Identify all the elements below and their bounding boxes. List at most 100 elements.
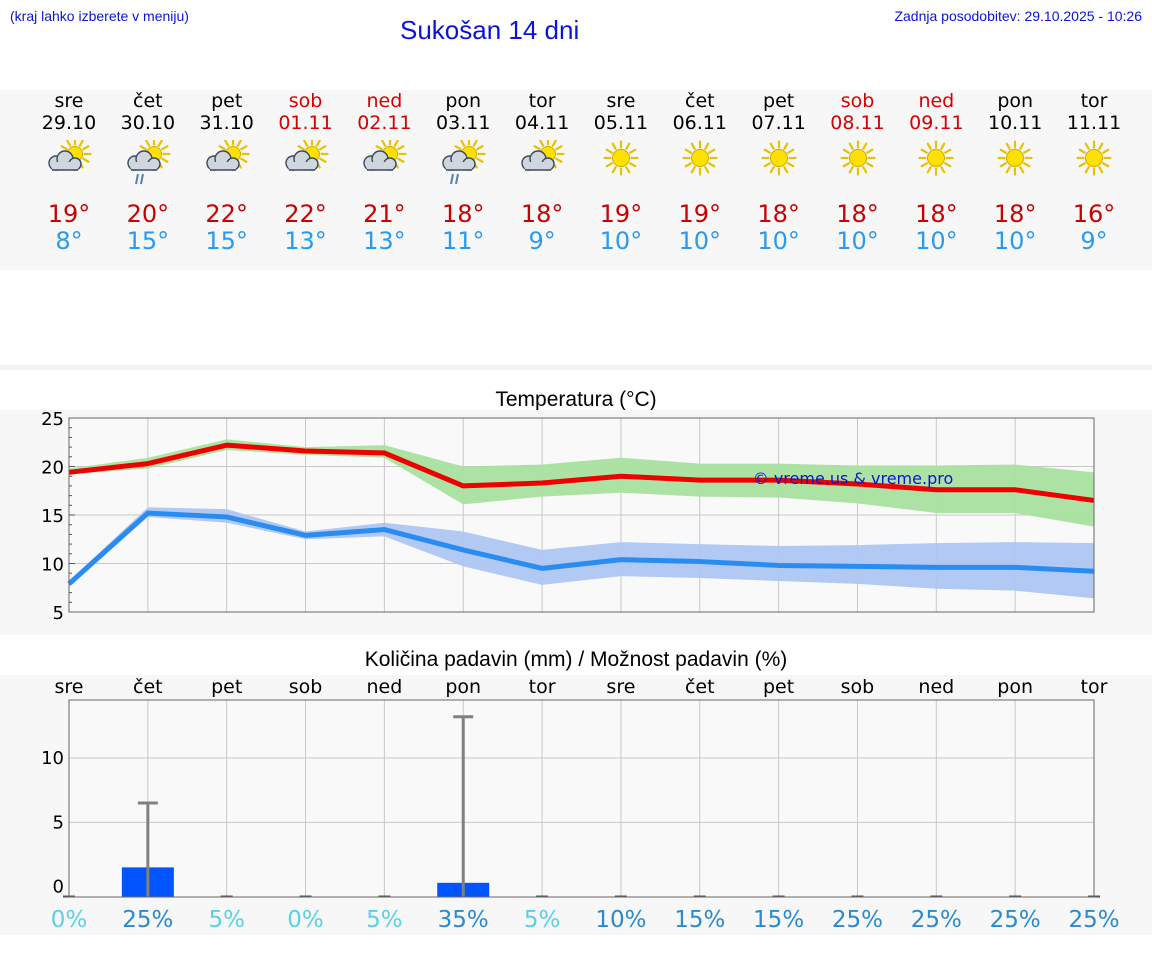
sun-ray [605, 148, 613, 154]
max-temp: 18° [441, 200, 485, 228]
sun-disc [1085, 149, 1104, 167]
precip-chart: sre čet pet sob ned pon tor sre čet pet sob ned pon t… [41, 676, 1119, 933]
sun-ray [920, 148, 929, 154]
precip-chart-title: Količina padavin (mm) / Možnost padavin … [364, 648, 788, 671]
sun-ray [707, 162, 716, 168]
rain-drop [450, 173, 455, 185]
day-name: tor [1080, 90, 1108, 112]
cloud-shape [127, 150, 161, 171]
day-date: 11.11 [1066, 112, 1122, 134]
x-tick-label: čet [685, 676, 715, 698]
sun-ray [861, 165, 867, 174]
forecast-day: pet 31.10 22° 15° [187, 90, 267, 270]
sun-ray [375, 145, 384, 151]
sun-ray [472, 139, 479, 147]
sun-ray [703, 165, 710, 174]
sun-ray [865, 148, 873, 154]
sun-ray [763, 162, 771, 168]
icon-svg [603, 140, 639, 176]
icon-svg [918, 140, 954, 176]
x-tick-label: pon [997, 676, 1033, 698]
sun-ray [460, 139, 466, 147]
sun-ray [782, 165, 788, 174]
day-name: pet [211, 90, 243, 112]
sun-ray [625, 165, 631, 174]
sun-ray [78, 139, 84, 147]
precip-probability: 25% [911, 907, 962, 933]
min-temp: 10° [757, 227, 800, 255]
icon-svg [839, 140, 876, 176]
x-tick-label: tor [1081, 676, 1108, 698]
precip-probability: 15% [753, 907, 804, 933]
day-date: 03.11 [436, 112, 491, 134]
sun-ray [861, 142, 867, 151]
sun-ray [786, 162, 795, 168]
forecast-day: čet 06.11 19° 10° [660, 90, 740, 270]
cloud-base [366, 162, 395, 170]
day-name: sob [840, 90, 875, 112]
sun-ray [1019, 165, 1025, 174]
day-date: 04.11 [514, 112, 570, 134]
forecast-day: čet 30.10 20° 15° [108, 90, 188, 270]
sun-ray [842, 162, 850, 168]
day-date: 05.11 [593, 112, 649, 134]
y-tick-label: 20 [41, 458, 64, 479]
partly-cloudy-sun-icon [516, 137, 568, 190]
icon-svg [284, 137, 329, 171]
y-tick-label: 15 [41, 506, 64, 527]
min-temp: 8° [55, 227, 83, 255]
cloud-shape [521, 150, 555, 171]
max-temp: 18° [915, 200, 958, 228]
y-tick-label: 5 [53, 603, 64, 624]
sun-ray [144, 139, 151, 147]
x-tick-label: pon [445, 676, 481, 698]
sun-ray [218, 145, 226, 151]
max-temp: 18° [993, 200, 1037, 228]
max-temp: 22° [284, 200, 327, 228]
day-date: 30.10 [120, 112, 176, 134]
precip-probability: 5% [524, 907, 561, 933]
partly-cloudy-sun-icon [201, 137, 253, 190]
sun-ray [66, 139, 72, 147]
forecast-day: sob 08.11 18° 10° [818, 90, 898, 270]
min-temp: 15° [205, 227, 248, 255]
min-temp: 10° [993, 227, 1037, 255]
day-date: 09.11 [909, 112, 964, 134]
sun-ray [539, 139, 545, 147]
temperature-chart: 5 10 15 20 25 © vreme.us & vreme.pro [41, 410, 1095, 624]
icon-svg [682, 140, 718, 176]
sun-ray [555, 157, 563, 163]
min-temp: 9° [1080, 227, 1108, 255]
day-name: tor [528, 90, 556, 112]
rain-drop [139, 173, 144, 185]
sun-ray [157, 139, 163, 147]
sun-ray [628, 162, 637, 168]
min-temp-range-band [69, 507, 1094, 599]
day-date: 10.11 [987, 112, 1043, 134]
precip-probability: 0% [51, 907, 88, 933]
min-temp: 10° [915, 227, 958, 255]
sun-ray [1098, 165, 1104, 174]
sun-disc [1006, 149, 1025, 167]
x-tick-label: sob [841, 676, 875, 698]
sun-ray [769, 142, 775, 151]
sun-ray [684, 148, 692, 154]
x-tick-label: ned [918, 676, 954, 698]
sun-ray [82, 157, 90, 163]
forecast-day: ned 02.11 21° 13° [344, 90, 424, 270]
max-temp: 22° [205, 200, 248, 228]
icon-svg [48, 137, 92, 171]
sun-ray [842, 148, 850, 154]
sun-ray [865, 162, 873, 168]
max-temp: 20° [126, 200, 170, 228]
forecast-day: tor 11.11 16° 9° [1054, 90, 1134, 270]
precip-probability: 25% [122, 907, 173, 933]
page-title: Sukošan 14 dni [400, 15, 580, 45]
day-date: 02.11 [357, 112, 412, 134]
partly-cloudy-sun-icon [280, 137, 332, 190]
cloud-base [208, 162, 237, 170]
sun-ray [848, 142, 854, 151]
sun-ray [1084, 165, 1090, 174]
sun-ray [1084, 142, 1090, 151]
sun-ray [1098, 142, 1104, 151]
